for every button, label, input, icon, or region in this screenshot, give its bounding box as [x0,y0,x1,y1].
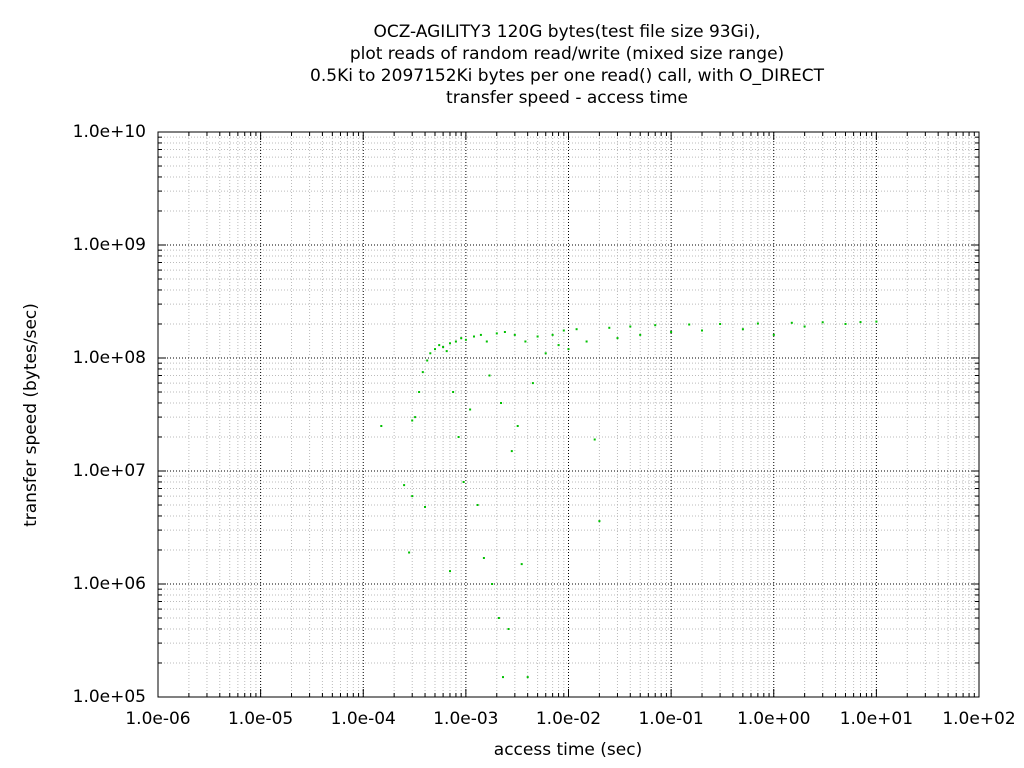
data-point [859,321,862,324]
data-point [598,520,601,523]
x-tick-label: 1.0e+02 [942,709,1016,729]
data-point [411,495,414,498]
data-point [772,333,775,336]
chart-title-line-3: 0.5Ki to 2097152Ki bytes per one read() … [310,66,824,86]
data-point [502,676,504,679]
data-point [507,628,510,630]
data-point [445,350,448,353]
data-point [449,570,451,573]
data-point [510,450,513,453]
data-point [449,342,451,345]
data-point [844,323,847,325]
data-points [380,320,878,679]
data-point [567,348,570,351]
data-point [575,328,578,331]
data-point [479,333,482,336]
data-point [790,321,793,324]
x-axis-label: access time (sec) [493,740,643,760]
x-tick-label: 1.0e-05 [227,709,294,729]
x-tick-label: 1.0e+00 [737,709,811,729]
data-point [875,320,878,323]
data-point [454,340,457,343]
y-axis-label: transfer speed (bytes/sec) [21,303,41,527]
data-point [469,408,472,411]
data-point [520,563,523,566]
data-point [426,359,429,362]
data-point [488,374,491,377]
data-point [741,328,744,331]
data-point [756,322,759,325]
data-point [536,335,539,338]
data-point [408,551,411,554]
data-point [701,329,703,332]
data-point [551,333,554,336]
data-point [434,348,436,351]
data-point [424,506,426,508]
data-point [803,325,806,328]
data-point [414,416,417,419]
data-point [513,333,516,336]
data-point [380,425,383,427]
data-point [429,352,432,355]
data-point [500,402,502,404]
y-tick-label: 1.0e+10 [72,122,146,142]
data-point [629,325,632,328]
major-grid [158,132,979,697]
data-point [524,340,527,343]
data-point [670,331,673,333]
data-point [418,391,421,393]
x-tick-label: 1.0e-03 [433,709,499,729]
data-point [639,333,642,336]
chart-title-line-4: transfer speed - access time [446,88,688,108]
data-point [485,340,488,343]
data-point [516,425,519,427]
x-tick-label: 1.0e-01 [638,709,704,729]
data-point [688,323,691,326]
data-point [438,344,441,347]
data-point [457,436,460,438]
data-point [460,337,463,340]
x-tick-label: 1.0e-02 [535,709,602,729]
x-tick-label: 1.0e-04 [330,709,396,729]
data-point [482,557,485,559]
data-point [557,344,560,347]
y-tick-label: 1.0e+06 [72,574,146,594]
data-point [654,324,657,327]
data-point [562,329,565,332]
y-tick-label: 1.0e+07 [72,461,146,481]
data-point [719,323,722,325]
data-point [503,331,506,333]
x-tick-label: 1.0e+01 [839,709,914,729]
y-tick-label: 1.0e+08 [72,348,146,368]
data-point [473,335,475,338]
data-point [464,338,467,341]
data-point [491,583,494,585]
data-point [403,484,406,487]
minor-grid [158,132,979,697]
data-point [411,419,414,422]
y-tick-label: 1.0e+09 [72,235,146,255]
data-point [544,352,547,355]
data-point [462,481,465,483]
data-point [821,321,824,324]
data-point [452,391,455,393]
data-point [497,617,500,619]
tick-marks [157,131,980,698]
y-tick-label: 1.0e+05 [72,687,146,707]
chart-title-line-1: OCZ-AGILITY3 120G bytes(test file size 9… [373,22,761,42]
data-point [608,326,611,329]
data-point [421,371,424,374]
x-tick-label: 1.0e-06 [125,709,191,729]
data-point [476,504,479,506]
data-point [442,346,445,348]
data-point [531,382,534,385]
data-point [593,438,596,441]
data-point [616,337,619,340]
data-point [495,332,498,335]
chart-title-line-2: plot reads of random read/write (mixed s… [349,44,785,64]
data-point [585,340,588,343]
data-point [526,676,529,679]
